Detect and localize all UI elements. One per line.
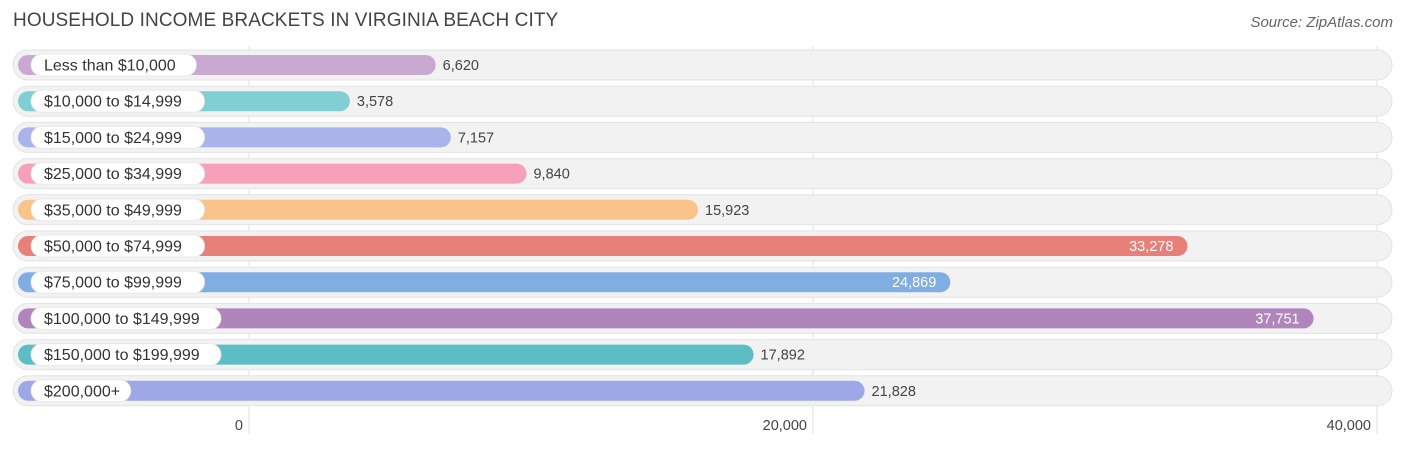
value-label: 3,578 xyxy=(357,94,393,110)
source-label: Source: ZipAtlas.com xyxy=(1250,14,1393,31)
bar xyxy=(18,236,1188,256)
category-label: $10,000 to $14,999 xyxy=(44,94,182,111)
value-label: 15,923 xyxy=(705,203,749,219)
category-pill xyxy=(30,379,132,403)
value-label: 7,157 xyxy=(458,130,494,146)
x-tick-label: 40,000 xyxy=(1327,418,1371,434)
category-pill xyxy=(30,53,197,77)
bar xyxy=(18,308,1314,329)
category-pill xyxy=(30,89,206,113)
value-label: 21,828 xyxy=(872,384,916,400)
category-label: $75,000 to $99,999 xyxy=(44,275,182,292)
row-track xyxy=(12,85,1393,117)
value-label: 33,278 xyxy=(1129,239,1173,255)
category-label: $35,000 to $49,999 xyxy=(44,202,182,219)
value-label: 17,892 xyxy=(761,348,805,364)
x-tick-label: 20,000 xyxy=(763,418,807,434)
category-pill xyxy=(30,234,206,258)
category-pill xyxy=(30,126,206,149)
category-label: $25,000 to $34,999 xyxy=(44,166,182,183)
x-tick-label: 0 xyxy=(235,418,243,434)
value-label: 6,620 xyxy=(443,58,479,74)
category-label: $50,000 to $74,999 xyxy=(44,239,182,256)
value-label: 9,840 xyxy=(533,167,569,183)
category-pill xyxy=(30,270,206,294)
bar xyxy=(18,380,865,401)
category-label: $150,000 to $199,999 xyxy=(44,347,200,364)
value-label: 37,751 xyxy=(1255,311,1299,327)
category-label: $15,000 to $24,999 xyxy=(44,130,182,147)
category-pill xyxy=(30,198,206,222)
category-pill xyxy=(30,343,222,367)
category-label: $100,000 to $149,999 xyxy=(44,311,200,328)
category-label: Less than $10,000 xyxy=(44,58,176,75)
category-pill xyxy=(30,162,206,186)
value-label: 24,869 xyxy=(892,275,936,291)
chart-title: HOUSEHOLD INCOME BRACKETS IN VIRGINIA BE… xyxy=(13,10,559,31)
category-pill xyxy=(30,306,222,330)
bar xyxy=(18,272,951,293)
category-label: $200,000+ xyxy=(44,383,120,400)
